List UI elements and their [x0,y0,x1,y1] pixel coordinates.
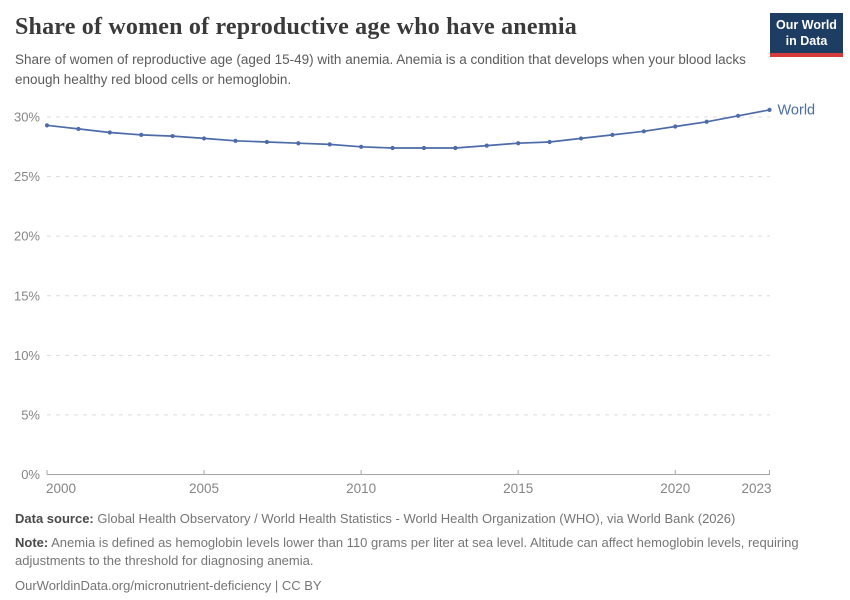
data-point[interactable] [704,119,709,124]
note-label: Note: [15,535,49,551]
owid-logo-line2: in Data [785,34,828,49]
page-title: Share of women of reproductive age who h… [15,14,577,40]
data-point[interactable] [201,136,207,141]
chart-header: Share of women of reproductive age who h… [15,14,755,90]
x-tick-label: 2000 [46,481,76,496]
data-point[interactable] [264,139,269,145]
note-line: Note: Anemia is defined as hemoglobin le… [15,534,830,570]
y-tick-label: 15% [14,288,40,303]
data-point[interactable] [547,139,552,145]
data-point[interactable] [107,130,112,135]
x-tick-label: 2015 [503,481,533,496]
x-tick-label: 2005 [189,481,219,496]
x-tick-label: 2023 [741,481,771,496]
data-point[interactable] [139,132,144,137]
y-tick-label: 10% [14,348,40,363]
data-source-text: Global Health Observatory / World Health… [93,511,736,526]
data-point[interactable] [578,136,584,141]
y-tick-label: 25% [14,169,40,184]
data-point[interactable] [453,145,458,151]
line-chart[interactable]: 0%5%10%15%20%25%30%2000 2005 2010 2015 2020 2… [0,0,850,505]
data-source-line: Data source: Global Health Observatory /… [15,510,830,528]
data-point[interactable] [44,123,50,128]
data-point[interactable] [327,142,332,147]
data-point[interactable] [735,113,741,118]
data-point[interactable] [76,126,81,132]
series-world[interactable]: World [44,102,816,151]
y-tick-label: 5% [21,407,40,422]
chart-subtitle: Share of women of reproductive age (aged… [15,51,746,87]
data-point[interactable] [673,124,678,129]
data-point[interactable] [767,107,772,112]
data-point[interactable] [170,133,175,139]
y-tick-label: 20% [14,229,40,244]
x-axis: 2000 2005 2010 2015 2020 2023 [46,470,772,496]
y-gridlines [47,116,770,416]
chart-footer: Data source: Global Health Observatory /… [15,510,830,600]
data-point[interactable] [641,129,646,134]
data-point[interactable] [421,145,427,151]
x-tick-label: 2010 [346,481,376,496]
y-tick-label: 30% [14,110,40,125]
data-point[interactable] [516,141,521,146]
data-point[interactable] [296,141,301,146]
x-tick-label: 2020 [660,481,690,496]
series-end-label[interactable]: World [778,102,816,118]
note-text: Anemia is defined as hemoglobin levels l… [15,535,799,569]
data-point[interactable] [484,143,489,148]
data-point[interactable] [390,145,395,151]
y-axis-labels: 0% 5% 10% 15% 20% 25% 30% [14,110,40,483]
attribution-line: OurWorldinData.org/micronutrient-deficie… [15,577,322,593]
data-point[interactable] [359,144,364,149]
owid-logo[interactable]: Our World in Data [770,13,843,57]
y-tick-label: 0% [21,467,40,482]
owid-logo-line1: Our World [776,18,837,32]
data-point[interactable] [233,138,238,143]
data-point[interactable] [610,132,615,137]
data-source-label: Data source: [15,511,94,526]
series-line[interactable] [46,109,770,149]
